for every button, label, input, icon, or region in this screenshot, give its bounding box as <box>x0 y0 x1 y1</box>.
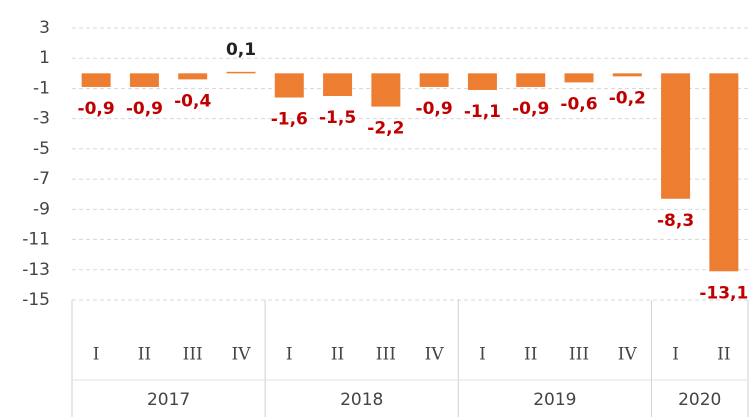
group-label: 2017 <box>147 390 190 410</box>
group-label: 2020 <box>678 390 721 410</box>
y-tick-label: -9 <box>33 199 50 219</box>
value-label: -1,5 <box>319 108 356 128</box>
x-tick-label: II <box>717 345 730 365</box>
value-label: -2,2 <box>367 119 404 139</box>
group-label: 2019 <box>533 390 576 410</box>
x-tick-label: I <box>479 345 486 365</box>
y-tick-label: -11 <box>22 230 50 250</box>
y-tick-label: -7 <box>33 169 50 189</box>
x-tick-label: I <box>672 345 679 365</box>
bar <box>612 73 642 77</box>
x-tick-label: II <box>331 345 344 365</box>
x-tick-label: I <box>93 345 100 365</box>
y-tick-label: -15 <box>22 290 50 310</box>
value-label: -0,2 <box>609 88 646 108</box>
y-tick-label: -1 <box>33 78 50 98</box>
value-label: -0,9 <box>416 99 453 119</box>
value-label: -1,6 <box>271 110 308 130</box>
value-label: -0,6 <box>560 94 597 114</box>
bar <box>323 73 353 96</box>
bar <box>178 73 208 80</box>
value-label: -0,9 <box>512 99 549 119</box>
y-tick-label: -3 <box>33 109 50 129</box>
bar <box>467 73 497 90</box>
value-label: -8,3 <box>657 211 694 231</box>
y-tick-label: -5 <box>33 139 50 159</box>
x-tick-label: III <box>569 345 589 365</box>
bar <box>516 73 546 87</box>
x-tick-label: IV <box>232 345 252 365</box>
bar <box>419 73 449 87</box>
bar <box>564 73 594 83</box>
value-label: -13,1 <box>699 283 748 303</box>
group-label: 2018 <box>340 390 383 410</box>
y-tick-label: 3 <box>39 18 50 38</box>
bar <box>274 73 304 98</box>
value-label: -1,1 <box>464 102 501 122</box>
value-label: -0,9 <box>78 99 115 119</box>
y-tick-label: -13 <box>22 260 50 280</box>
x-tick-label: IV <box>425 345 445 365</box>
x-tick-label: III <box>376 345 396 365</box>
bar <box>129 73 159 87</box>
x-tick-label: III <box>183 345 203 365</box>
y-tick-label: 1 <box>39 48 50 68</box>
x-tick-label: IV <box>618 345 638 365</box>
bar <box>81 73 111 87</box>
bar <box>709 73 739 272</box>
bar <box>661 73 691 199</box>
value-label: 0,1 <box>226 40 256 60</box>
value-label: -0,4 <box>174 91 211 111</box>
x-tick-label: I <box>286 345 293 365</box>
bar <box>371 73 401 107</box>
bar <box>226 71 256 74</box>
value-label: -0,9 <box>126 99 163 119</box>
x-tick-label: II <box>138 345 151 365</box>
x-tick-label: II <box>524 345 537 365</box>
